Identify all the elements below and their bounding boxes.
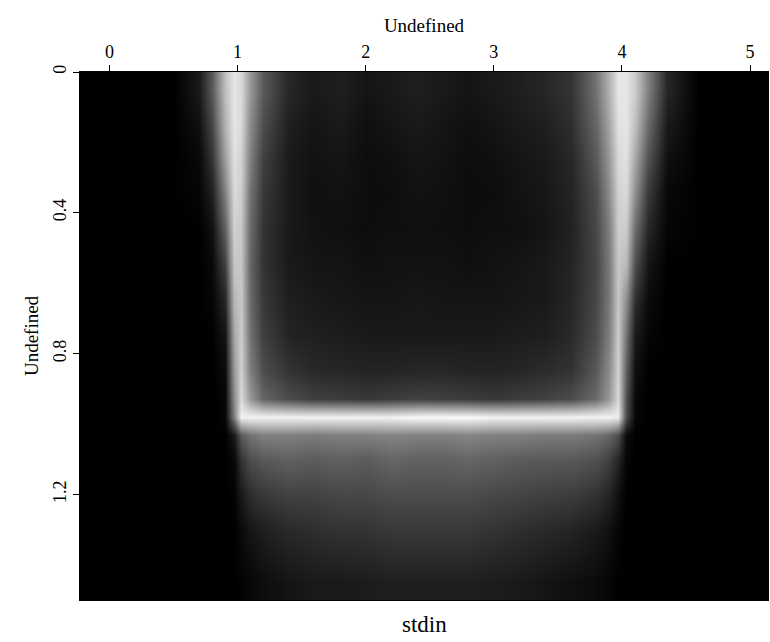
svg-text:1: 1 <box>233 42 242 62</box>
svg-text:5: 5 <box>746 42 755 62</box>
svg-text:2: 2 <box>361 42 370 62</box>
svg-text:Undefined: Undefined <box>384 15 465 36</box>
svg-text:4: 4 <box>617 42 626 62</box>
svg-text:1.2: 1.2 <box>50 480 70 503</box>
svg-text:0: 0 <box>50 65 70 74</box>
svg-text:0.4: 0.4 <box>50 199 70 222</box>
svg-text:0.8: 0.8 <box>50 340 70 363</box>
svg-text:Undefined: Undefined <box>21 295 42 376</box>
svg-text:stdin: stdin <box>402 612 447 637</box>
svg-text:3: 3 <box>489 42 498 62</box>
svg-text:0: 0 <box>105 42 114 62</box>
